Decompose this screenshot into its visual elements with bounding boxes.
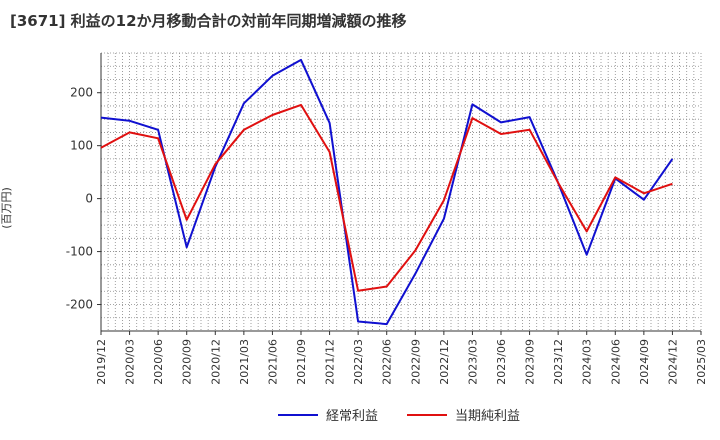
x-tick-label: 2021/06 bbox=[266, 339, 279, 385]
y-tick-label: 0 bbox=[85, 192, 93, 206]
x-tick-label: 2020/09 bbox=[181, 339, 194, 385]
y-tick-label: -200 bbox=[66, 298, 93, 312]
chart-title: [3671] 利益の12か月移動合計の対前年同期増減額の推移 bbox=[10, 12, 407, 30]
y-tick-label: 200 bbox=[70, 86, 93, 100]
x-tick-label: 2024/09 bbox=[638, 339, 651, 385]
y-tick-label: -100 bbox=[66, 245, 93, 259]
legend-swatch-series-0 bbox=[278, 413, 318, 416]
series-line-1 bbox=[100, 103, 673, 292]
x-tick-label: 2023/06 bbox=[495, 339, 508, 385]
x-tick-label: 2022/03 bbox=[352, 339, 365, 385]
legend-item-series-0: 経常利益 bbox=[278, 405, 378, 424]
x-tick-label: 2025/03 bbox=[695, 339, 708, 385]
y-tick-label: 100 bbox=[70, 139, 93, 153]
x-tick-label: 2020/06 bbox=[152, 339, 165, 385]
x-tick-label: 2021/12 bbox=[324, 339, 337, 385]
legend-label-series-1: 当期純利益 bbox=[455, 409, 521, 424]
legend: 経常利益 当期純利益 bbox=[0, 405, 720, 425]
x-tick-label: 2022/06 bbox=[381, 339, 394, 385]
legend-item-series-1: 当期純利益 bbox=[407, 405, 520, 424]
legend-swatch-series-1 bbox=[407, 413, 447, 416]
legend-label-series-0: 経常利益 bbox=[326, 409, 379, 424]
x-tick-label: 2023/03 bbox=[466, 339, 479, 385]
x-tick-label: 2022/09 bbox=[409, 339, 422, 385]
x-tick-label: 2020/03 bbox=[124, 339, 137, 385]
x-tick-label: 2021/03 bbox=[238, 339, 251, 385]
x-tick-label: 2023/12 bbox=[552, 339, 565, 385]
line-chart: -200 -100 0 100 200 2019/12 2020/03 2020/06 2020… bbox=[66, 52, 708, 385]
x-tick-label: 2021/09 bbox=[295, 339, 308, 385]
x-tick-label: 2024/06 bbox=[609, 339, 622, 385]
x-tick-label: 2023/09 bbox=[524, 339, 537, 385]
x-tick-label: 2022/12 bbox=[438, 339, 451, 385]
x-tick-label: 2020/12 bbox=[209, 339, 222, 385]
x-tick-label: 2024/03 bbox=[581, 339, 594, 385]
series-line-0 bbox=[100, 58, 674, 326]
x-tick-label: 2019/12 bbox=[95, 339, 108, 385]
x-tick-label: 2024/12 bbox=[666, 339, 679, 385]
